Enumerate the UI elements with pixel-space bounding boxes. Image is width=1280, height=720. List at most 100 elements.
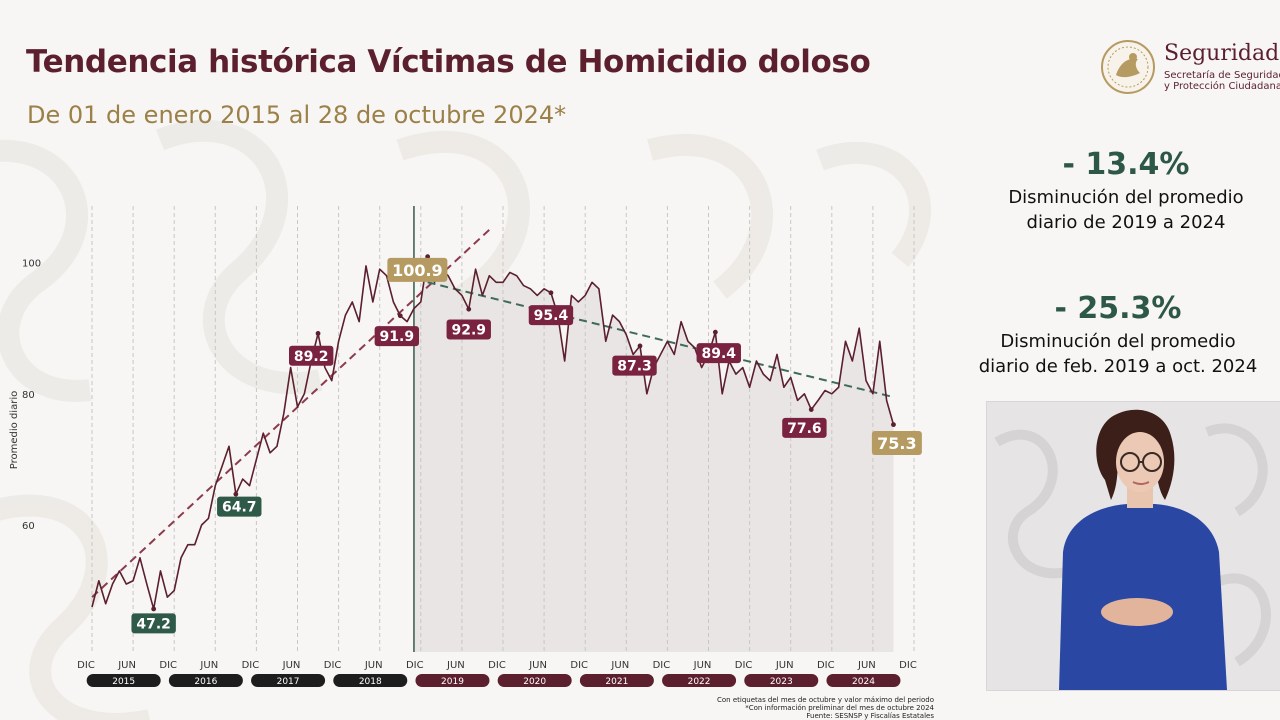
x-tick-label: DIC xyxy=(77,660,95,671)
logo-title: Seguridad xyxy=(1164,41,1280,66)
data-label: 87.3 xyxy=(617,359,652,375)
data-label: 89.2 xyxy=(294,349,329,365)
x-tick-label: DIC xyxy=(899,660,917,671)
series-line xyxy=(91,255,895,610)
y-axis-label: Promedio diario xyxy=(9,391,20,469)
data-label: 100.9 xyxy=(392,261,443,280)
year-label: 2024 xyxy=(852,677,875,687)
data-label-box xyxy=(374,326,420,347)
x-tick-label: JUN xyxy=(610,660,629,671)
data-label: 64.7 xyxy=(222,500,257,516)
year-pill xyxy=(168,674,243,687)
year-label: 2019 xyxy=(441,677,464,687)
shaded-period-area xyxy=(413,256,894,652)
x-tick-label: DIC xyxy=(488,660,506,671)
x-tick-label: JUN xyxy=(775,660,794,671)
year-label: 2023 xyxy=(770,677,793,687)
data-label: 75.3 xyxy=(877,434,916,453)
stat-decrease-feb2019-oct2024: - 25.3% Disminución del promedio diario … xyxy=(958,292,1278,379)
data-label-box xyxy=(871,431,922,455)
data-label-box xyxy=(612,355,657,376)
stat-description: Disminución del promedio diario de feb. … xyxy=(958,329,1278,379)
data-point xyxy=(151,606,157,612)
year-label: 2017 xyxy=(277,677,300,687)
data-label-box xyxy=(387,257,448,282)
data-label: 92.9 xyxy=(451,323,486,339)
stat-decrease-2019-2024: - 13.4% Disminución del promedio diario … xyxy=(966,148,1280,235)
year-label: 2021 xyxy=(605,677,628,687)
stat-description-line2: diario de feb. 2019 a oct. 2024 xyxy=(978,356,1258,377)
data-label: 95.4 xyxy=(534,308,569,324)
footnote-line1: Con etiquetas del mes de octubre y valor… xyxy=(717,696,934,704)
sign-language-video xyxy=(986,401,1280,691)
data-point xyxy=(712,329,718,335)
x-tick-label: JUN xyxy=(199,660,218,671)
interpreter-image xyxy=(994,409,1271,690)
y-tick-label: 100 xyxy=(22,259,41,270)
year-label: 2016 xyxy=(194,677,217,687)
trend-line-down xyxy=(427,281,894,399)
page-title: Tendencia histórica Víctimas de Homicidi… xyxy=(26,44,871,80)
footnote-line2: *Con información preliminar del mes de o… xyxy=(745,704,934,712)
data-point xyxy=(397,313,403,319)
x-tick-label: DIC xyxy=(653,660,671,671)
data-label: 89.4 xyxy=(702,346,737,362)
seal-icon xyxy=(1101,40,1155,94)
stat-value: - 13.4% xyxy=(1062,147,1190,182)
year-pill xyxy=(497,674,572,687)
stat-description-line1: Disminución del promedio xyxy=(1000,331,1236,352)
data-label-box xyxy=(217,496,262,517)
stat-description: Disminución del promedio diario de 2019 … xyxy=(966,185,1280,235)
x-tick-label: DIC xyxy=(406,660,424,671)
x-tick-label: JUN xyxy=(446,660,465,671)
logo-subtitle-line1: Secretaría de Seguridad xyxy=(1164,70,1280,81)
data-point xyxy=(233,491,239,497)
year-pill xyxy=(579,674,654,687)
logo-subtitle-line2: y Protección Ciudadana xyxy=(1164,81,1280,92)
year-label: 2020 xyxy=(523,677,546,687)
chart-footnote: Con etiquetas del mes de octubre y valor… xyxy=(640,696,934,720)
data-point xyxy=(891,422,896,428)
stat-description-line2: diario de 2019 a 2024 xyxy=(1026,212,1226,233)
year-pill xyxy=(744,674,819,687)
year-pill xyxy=(662,674,737,687)
data-label-box xyxy=(446,319,491,340)
page-subtitle: De 01 de enero 2015 al 28 de octubre 202… xyxy=(27,101,567,129)
data-point xyxy=(548,290,554,296)
stat-value: - 25.3% xyxy=(1054,291,1182,326)
year-pill xyxy=(415,674,490,687)
data-label: 47.2 xyxy=(136,616,171,632)
x-tick-label: JUN xyxy=(117,660,136,671)
x-tick-label: DIC xyxy=(735,660,753,671)
year-pill xyxy=(86,674,161,687)
year-pill xyxy=(826,674,901,687)
data-label-box xyxy=(782,417,827,438)
x-tick-label: DIC xyxy=(242,660,260,671)
x-tick-label: DIC xyxy=(324,660,342,671)
x-tick-label: JUN xyxy=(528,660,547,671)
x-tick-label: JUN xyxy=(282,660,301,671)
year-label: 2018 xyxy=(359,677,382,687)
data-point xyxy=(808,407,814,412)
agency-logo: Seguridad Secretaría de Seguridad y Prot… xyxy=(1100,38,1280,102)
x-tick-label: DIC xyxy=(570,660,588,671)
year-pill xyxy=(251,674,326,687)
data-point xyxy=(637,343,643,349)
data-label-box xyxy=(696,343,741,364)
logo-subtitle: Secretaría de Seguridad y Protección Ciu… xyxy=(1164,70,1280,92)
x-tick-label: JUN xyxy=(857,660,876,671)
footnote-line3: Fuente: SESNSP y Fiscalías Estatales xyxy=(806,712,934,720)
year-pill xyxy=(333,674,408,687)
data-point xyxy=(315,331,321,336)
x-tick-label: JUN xyxy=(364,660,383,671)
data-label: 91.9 xyxy=(380,329,415,345)
year-label: 2015 xyxy=(112,677,135,687)
homicide-trend-chart: 60 80 100 Promedio diario 47.2 64.7 89.2 91.9 10… xyxy=(9,206,922,687)
y-tick-label: 80 xyxy=(22,390,35,401)
data-label-box xyxy=(131,613,176,634)
y-tick-label: 60 xyxy=(22,521,35,532)
year-label: 2022 xyxy=(688,677,711,687)
data-label-box xyxy=(289,345,334,366)
data-label: 77.6 xyxy=(787,421,822,437)
stat-description-line1: Disminución del promedio xyxy=(1008,187,1244,208)
